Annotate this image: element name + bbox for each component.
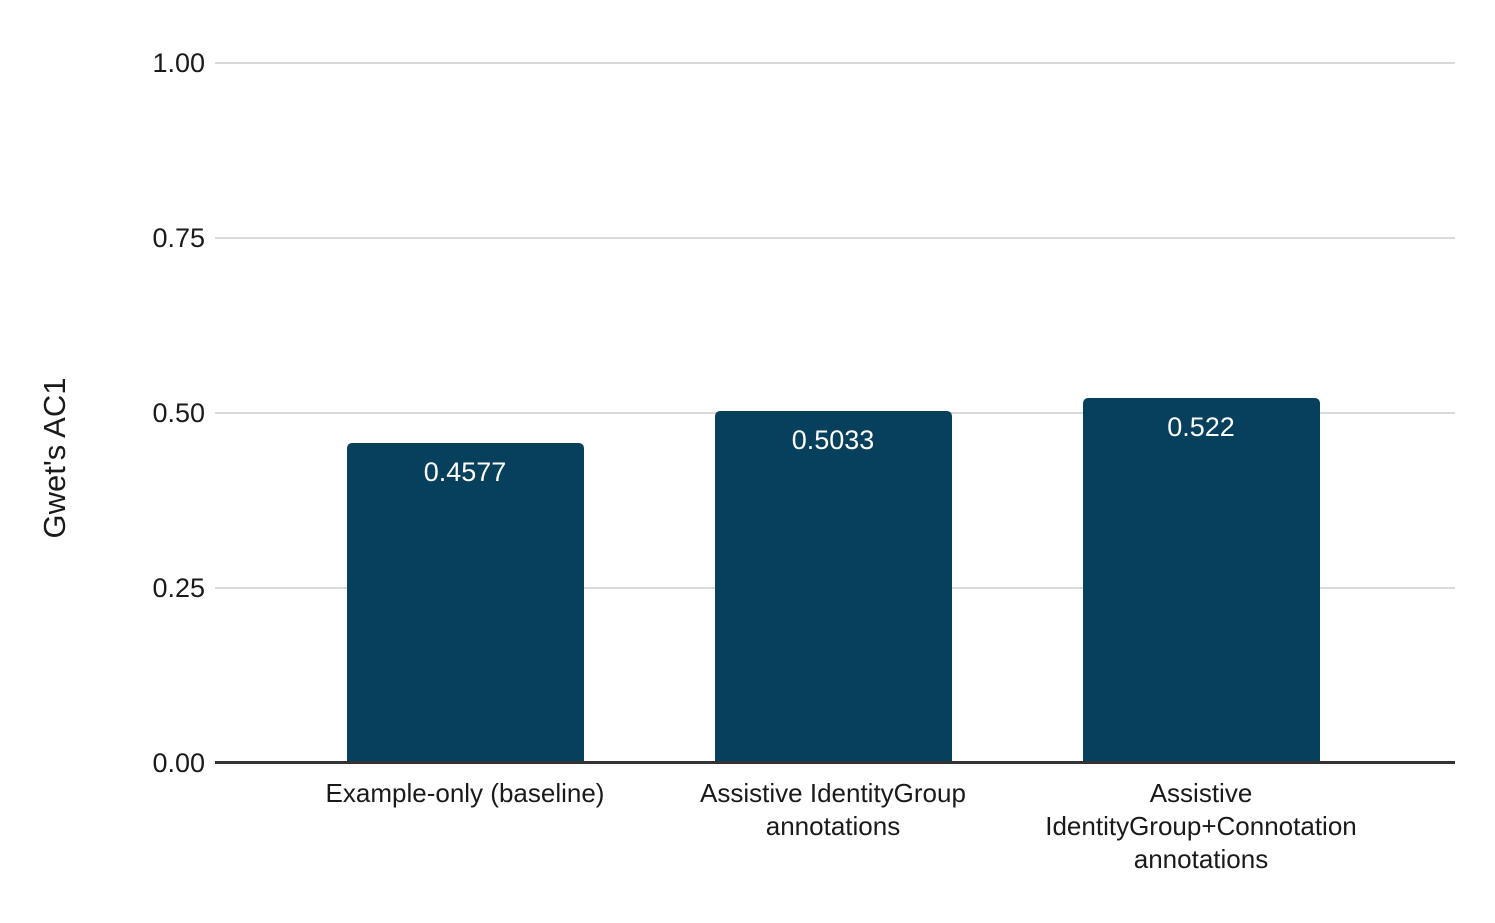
x-axis-labels: Example-only (baseline) Assistive Identit…: [281, 777, 1385, 876]
y-tick-label: 0.50: [152, 398, 205, 428]
bar-band: 0.5033: [649, 410, 1017, 763]
y-tick-label: 1.00: [152, 48, 205, 78]
y-tick-label: 0.25: [152, 573, 205, 603]
gridline: [215, 62, 1455, 64]
bars-container: 0.4577 0.5033 0.522: [281, 397, 1385, 763]
bar-band: 0.522: [1017, 397, 1385, 763]
bar: 0.522: [1082, 397, 1320, 763]
x-category-label: Assistive IdentityGroup annotations: [700, 778, 966, 841]
bar-band: 0.4577: [281, 442, 649, 763]
bar: 0.5033: [714, 410, 952, 763]
bar-value-label: 0.522: [1167, 411, 1235, 442]
bar-value-label: 0.4577: [423, 456, 507, 487]
gridline: [215, 237, 1455, 239]
y-axis-title: Gwet's AC1: [37, 377, 72, 539]
y-tick-label: 0.00: [152, 748, 205, 778]
plot-area: 0.4577 0.5033 0.522: [215, 62, 1455, 764]
x-category-label: Assistive IdentityGroup+Connotation anno…: [1045, 778, 1357, 874]
y-tick-label: 0.75: [152, 223, 205, 253]
bar: 0.4577: [346, 442, 584, 763]
x-category-label: Example-only (baseline): [325, 778, 605, 808]
bar-value-label: 0.5033: [791, 424, 875, 455]
x-axis-baseline: [215, 761, 1455, 764]
